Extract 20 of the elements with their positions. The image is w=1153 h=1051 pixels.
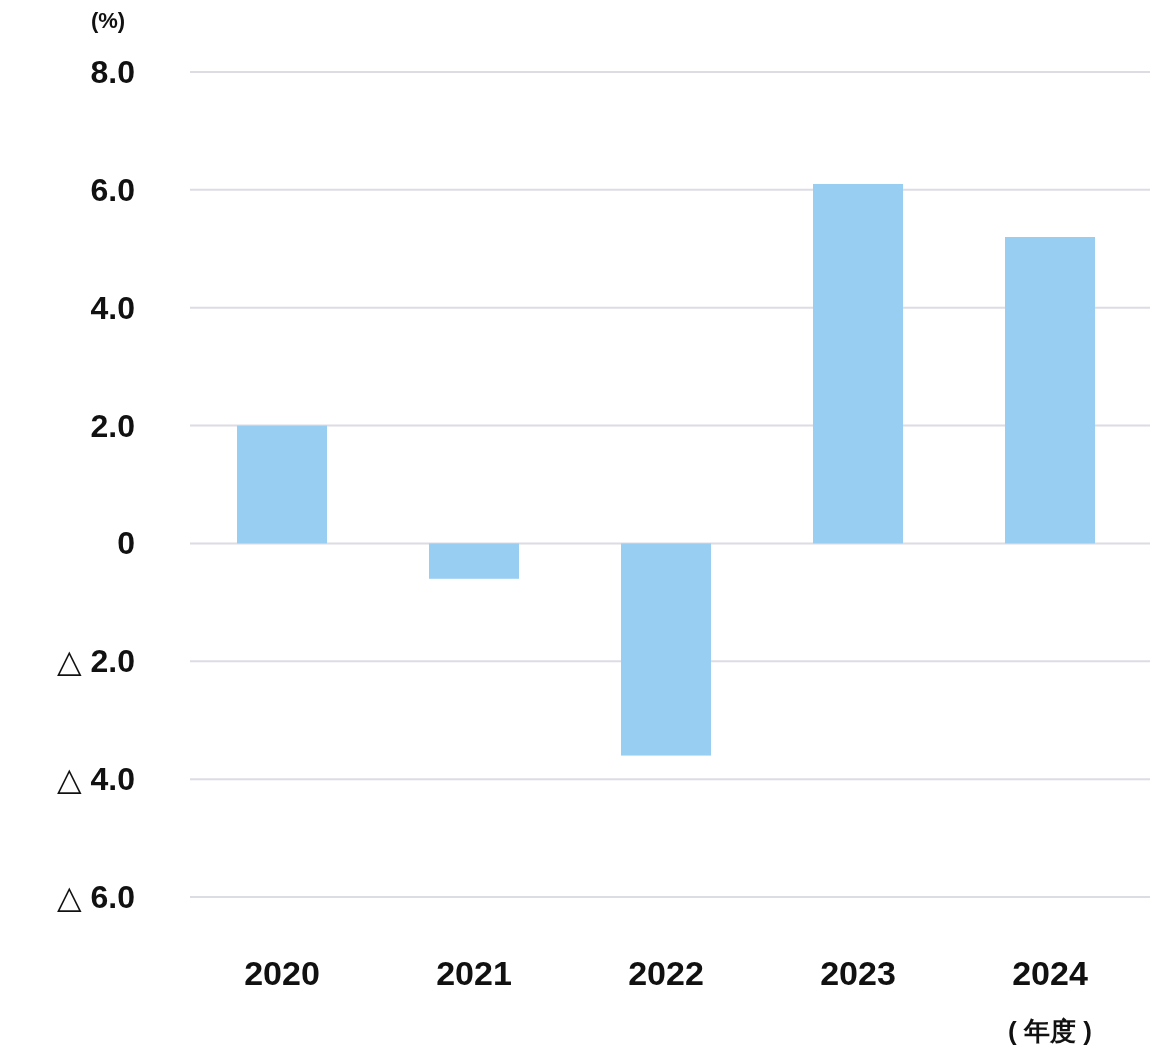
y-tick-label: 8.0 bbox=[90, 54, 135, 90]
bar bbox=[621, 543, 711, 756]
bar bbox=[429, 543, 519, 579]
y-tick-label: △ 2.0 bbox=[57, 643, 135, 680]
y-tick-label: 2.0 bbox=[90, 407, 135, 444]
x-tick-label: 2020 bbox=[244, 954, 320, 992]
x-tick-label: 2024 bbox=[1012, 954, 1088, 992]
y-tick-label: 4.0 bbox=[90, 289, 135, 326]
y-tick-label: 6.0 bbox=[90, 171, 135, 208]
bar bbox=[813, 183, 903, 544]
x-tick-label: 2021 bbox=[436, 954, 512, 992]
y-axis-title: (%) bbox=[90, 8, 126, 33]
x-tick-label: 2022 bbox=[628, 954, 704, 992]
y-tick-label: △ 4.0 bbox=[57, 761, 135, 798]
y-tick-label: 0 bbox=[117, 525, 135, 562]
y-tick-label: △ 6.0 bbox=[57, 879, 135, 915]
bar bbox=[1005, 237, 1095, 544]
bar bbox=[237, 425, 327, 544]
x-tick-label: 2023 bbox=[820, 954, 896, 992]
x-axis-title: ( 年度 ) bbox=[1008, 1016, 1092, 1046]
